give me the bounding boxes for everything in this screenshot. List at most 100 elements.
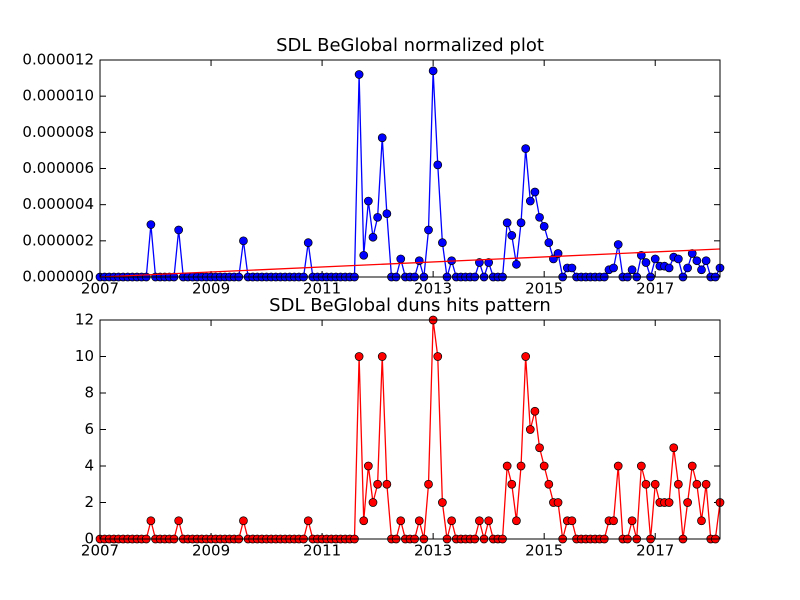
data-point [484, 258, 494, 267]
data-point [553, 249, 563, 258]
data-point [535, 212, 544, 222]
data-point [539, 222, 549, 231]
y-tick-label: 12 [75, 311, 94, 329]
x-tick-label: 2015 [525, 542, 563, 560]
data-point [516, 218, 526, 228]
y-tick-label: 2 [84, 493, 94, 511]
data-point [525, 196, 535, 206]
data-point [146, 516, 156, 526]
y-tick-label: 0.000000 [22, 268, 94, 286]
data-point [521, 352, 531, 361]
y-tick-label: 0.000012 [22, 51, 94, 69]
y-tick-label: 4 [84, 457, 94, 475]
x-tick-label: 2017 [636, 542, 674, 560]
y-tick-label: 0 [84, 530, 94, 548]
data-point [396, 254, 406, 264]
data-point [507, 231, 517, 240]
data-point [683, 498, 692, 507]
y-tick-label: 0.000004 [22, 195, 94, 213]
data-point [674, 479, 683, 489]
y-tick-label: 0.000010 [22, 87, 94, 105]
data-point [475, 516, 484, 526]
data-point [669, 443, 679, 453]
data-point [368, 232, 378, 242]
data-point [368, 498, 378, 507]
y-tick-label: 8 [84, 384, 94, 402]
data-point [354, 70, 364, 79]
data-point [692, 479, 702, 489]
x-tick-label: 2011 [303, 280, 341, 298]
data-point [609, 516, 618, 526]
x-tick-label: 2007 [81, 542, 119, 560]
data-point [502, 461, 512, 471]
data-point [507, 479, 517, 489]
data-point [687, 461, 697, 471]
data-point [414, 516, 424, 526]
data-point [512, 259, 521, 269]
axes-frame [99, 59, 721, 278]
data-point [447, 516, 456, 526]
data-point [512, 516, 521, 526]
data-point [544, 479, 554, 489]
data-point [364, 461, 373, 471]
data-point [530, 187, 540, 197]
data-point [697, 516, 706, 526]
data-point [303, 238, 313, 247]
data-point [650, 254, 660, 264]
data-point [609, 263, 618, 273]
data-point [567, 516, 577, 526]
data-point [697, 265, 706, 275]
data-point [239, 236, 248, 246]
data-point [641, 258, 651, 267]
data-point [484, 516, 494, 526]
data-point [521, 144, 531, 153]
x-tick-label: 2015 [525, 280, 563, 298]
data-point [674, 254, 683, 264]
y-tick-label: 10 [75, 347, 94, 365]
x-tick-label: 2009 [192, 542, 230, 560]
data-point [613, 240, 623, 249]
chart-title: SDL BeGlobal normalized plot [276, 35, 544, 56]
data-point [692, 256, 702, 266]
data-point [373, 479, 382, 489]
data-point [424, 479, 433, 489]
y-tick-label: 0.000002 [22, 231, 94, 249]
data-point [373, 212, 382, 222]
data-point [239, 516, 248, 526]
data-point [396, 516, 406, 526]
axes-frame [99, 319, 721, 540]
data-point [650, 479, 660, 489]
data-point [424, 225, 433, 235]
data-point [502, 218, 512, 228]
data-point [636, 250, 646, 260]
data-point [525, 425, 535, 434]
data-point [364, 196, 373, 206]
data-point [174, 225, 184, 235]
data-point [553, 498, 563, 507]
data-point [539, 461, 549, 471]
data-point [664, 498, 674, 507]
data-point [535, 443, 544, 453]
data-point [530, 406, 540, 416]
data-point [438, 238, 447, 247]
data-point [428, 66, 438, 76]
data-point [433, 352, 443, 361]
data-point [687, 249, 697, 258]
data-point [433, 160, 443, 170]
data-point [701, 256, 711, 266]
data-point [627, 516, 637, 526]
data-point [382, 209, 392, 219]
data-point [359, 516, 369, 526]
y-tick-label: 0.000008 [22, 123, 94, 141]
x-tick-label: 2007 [81, 280, 119, 298]
data-point [377, 352, 387, 361]
x-tick-label: 2013 [414, 542, 452, 560]
x-tick-label: 2013 [414, 280, 452, 298]
data-point [627, 265, 637, 275]
chart-title: SDL BeGlobal duns hits pattern [269, 295, 551, 316]
y-tick-label: 6 [84, 420, 94, 438]
data-point [567, 263, 577, 273]
data-point [544, 238, 554, 247]
series-line [100, 248, 720, 278]
